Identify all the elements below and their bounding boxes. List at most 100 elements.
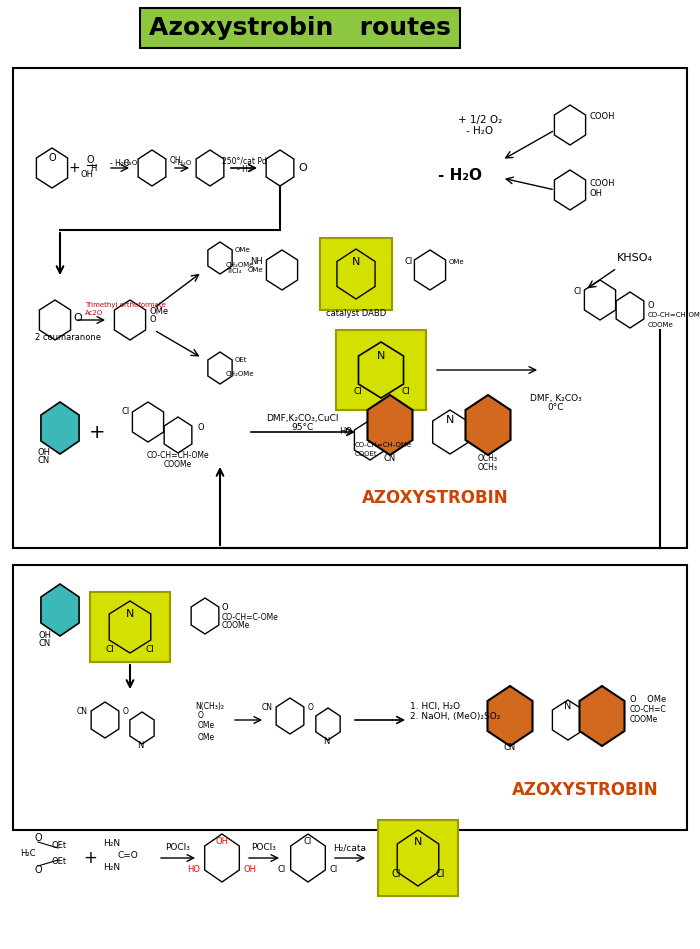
Polygon shape (466, 395, 510, 455)
Text: O: O (198, 423, 204, 433)
Polygon shape (552, 700, 584, 740)
Text: - H₂O: - H₂O (438, 168, 482, 182)
Polygon shape (616, 292, 644, 328)
Text: - H₂O: - H₂O (466, 126, 494, 136)
Polygon shape (414, 250, 446, 290)
Text: H₂/cata: H₂/cata (333, 844, 367, 852)
Text: 95°C: 95°C (291, 423, 313, 433)
Text: CO-CH=CH-OMe: CO-CH=CH-OMe (147, 451, 209, 459)
Polygon shape (554, 170, 586, 210)
Text: 0°C: 0°C (547, 403, 564, 413)
Polygon shape (368, 395, 412, 455)
Polygon shape (41, 584, 79, 636)
Text: DMF,K₂CO₃,CuCl: DMF,K₂CO₃,CuCl (266, 414, 338, 422)
Text: OMe: OMe (235, 247, 251, 253)
Text: HO: HO (339, 427, 352, 437)
Text: O: O (34, 865, 42, 875)
Text: N: N (564, 701, 572, 711)
Polygon shape (132, 402, 164, 442)
Text: COOEt: COOEt (355, 451, 377, 457)
Text: OEt: OEt (235, 357, 248, 363)
Polygon shape (39, 300, 71, 340)
Polygon shape (580, 686, 624, 746)
Text: Cl: Cl (435, 869, 444, 879)
Text: CO-CH=C: CO-CH=C (630, 705, 666, 715)
Text: COOMe: COOMe (164, 459, 192, 469)
Text: - H₂: - H₂ (237, 164, 251, 174)
Text: OMe: OMe (198, 734, 215, 742)
Polygon shape (41, 402, 79, 454)
Text: - H₂O: - H₂O (119, 160, 137, 166)
Text: N: N (323, 736, 329, 746)
Polygon shape (584, 280, 615, 320)
Text: OH: OH (170, 156, 181, 164)
Text: H₂C: H₂C (20, 849, 36, 859)
Text: H₂N: H₂N (104, 840, 120, 848)
Polygon shape (208, 242, 232, 274)
Text: N: N (136, 740, 144, 750)
FancyBboxPatch shape (90, 592, 170, 662)
Text: OMe: OMe (149, 307, 168, 317)
Text: H: H (90, 163, 96, 173)
Text: OH: OH (38, 448, 50, 456)
Text: POCl₃: POCl₃ (166, 844, 190, 852)
Text: O    OMe: O OMe (630, 696, 666, 704)
Text: O: O (149, 315, 155, 325)
Polygon shape (290, 834, 326, 882)
Text: O: O (48, 153, 56, 163)
Text: COOH: COOH (589, 111, 615, 121)
Text: AZOXYSTROBIN: AZOXYSTROBIN (512, 781, 658, 799)
Text: OH: OH (38, 630, 52, 640)
FancyBboxPatch shape (13, 68, 687, 548)
Polygon shape (316, 708, 340, 740)
FancyBboxPatch shape (336, 330, 426, 410)
Polygon shape (130, 712, 154, 744)
Text: 2 coumaranone: 2 coumaranone (35, 333, 101, 343)
Text: CO-CH=CH-OMe: CO-CH=CH-OMe (648, 312, 700, 318)
Text: O: O (648, 301, 654, 309)
Text: +: + (68, 161, 80, 175)
Text: NH: NH (251, 256, 263, 266)
Text: AZOXYSTROBIN: AZOXYSTROBIN (362, 489, 508, 507)
Text: N: N (126, 609, 134, 619)
Polygon shape (191, 598, 219, 634)
Polygon shape (487, 686, 533, 746)
Text: CH₂OMe: CH₂OMe (226, 371, 255, 377)
FancyBboxPatch shape (378, 820, 458, 896)
Text: O: O (298, 163, 307, 173)
Text: Azoxystrobin   routes: Azoxystrobin routes (149, 16, 451, 40)
Polygon shape (114, 300, 146, 340)
Polygon shape (267, 250, 298, 290)
Text: O: O (86, 155, 94, 165)
Polygon shape (164, 417, 192, 453)
Polygon shape (554, 105, 586, 145)
Text: N: N (377, 351, 385, 361)
Text: N(CH₃)₂: N(CH₃)₂ (195, 701, 224, 711)
Text: N: N (414, 837, 422, 847)
Text: TiCl₄: TiCl₄ (226, 268, 241, 274)
Text: OMe: OMe (198, 721, 215, 731)
Text: CO-CH=CH-OMe: CO-CH=CH-OMe (355, 442, 412, 448)
Polygon shape (91, 702, 119, 738)
Text: O: O (34, 833, 42, 843)
Text: + 1/2 O₂: + 1/2 O₂ (458, 115, 502, 125)
Text: Ac2O: Ac2O (85, 310, 104, 316)
Text: Cl: Cl (574, 288, 582, 296)
Text: OH: OH (80, 170, 94, 178)
Text: O: O (73, 313, 82, 323)
Polygon shape (196, 150, 224, 186)
Text: catalyst DABD: catalyst DABD (326, 309, 386, 319)
Text: Cl: Cl (391, 869, 400, 879)
Text: C=O: C=O (118, 851, 139, 861)
Text: OH: OH (244, 865, 257, 874)
Text: O: O (308, 703, 314, 713)
Text: CO-CH=C-OMe: CO-CH=C-OMe (222, 612, 279, 622)
Text: O: O (198, 712, 204, 720)
Text: +: + (89, 422, 105, 441)
Polygon shape (266, 150, 294, 186)
Text: Cl: Cl (405, 256, 413, 266)
Text: OCH₃: OCH₃ (478, 462, 498, 472)
Text: Cl: Cl (354, 387, 363, 397)
Polygon shape (36, 148, 68, 188)
Polygon shape (433, 410, 468, 454)
